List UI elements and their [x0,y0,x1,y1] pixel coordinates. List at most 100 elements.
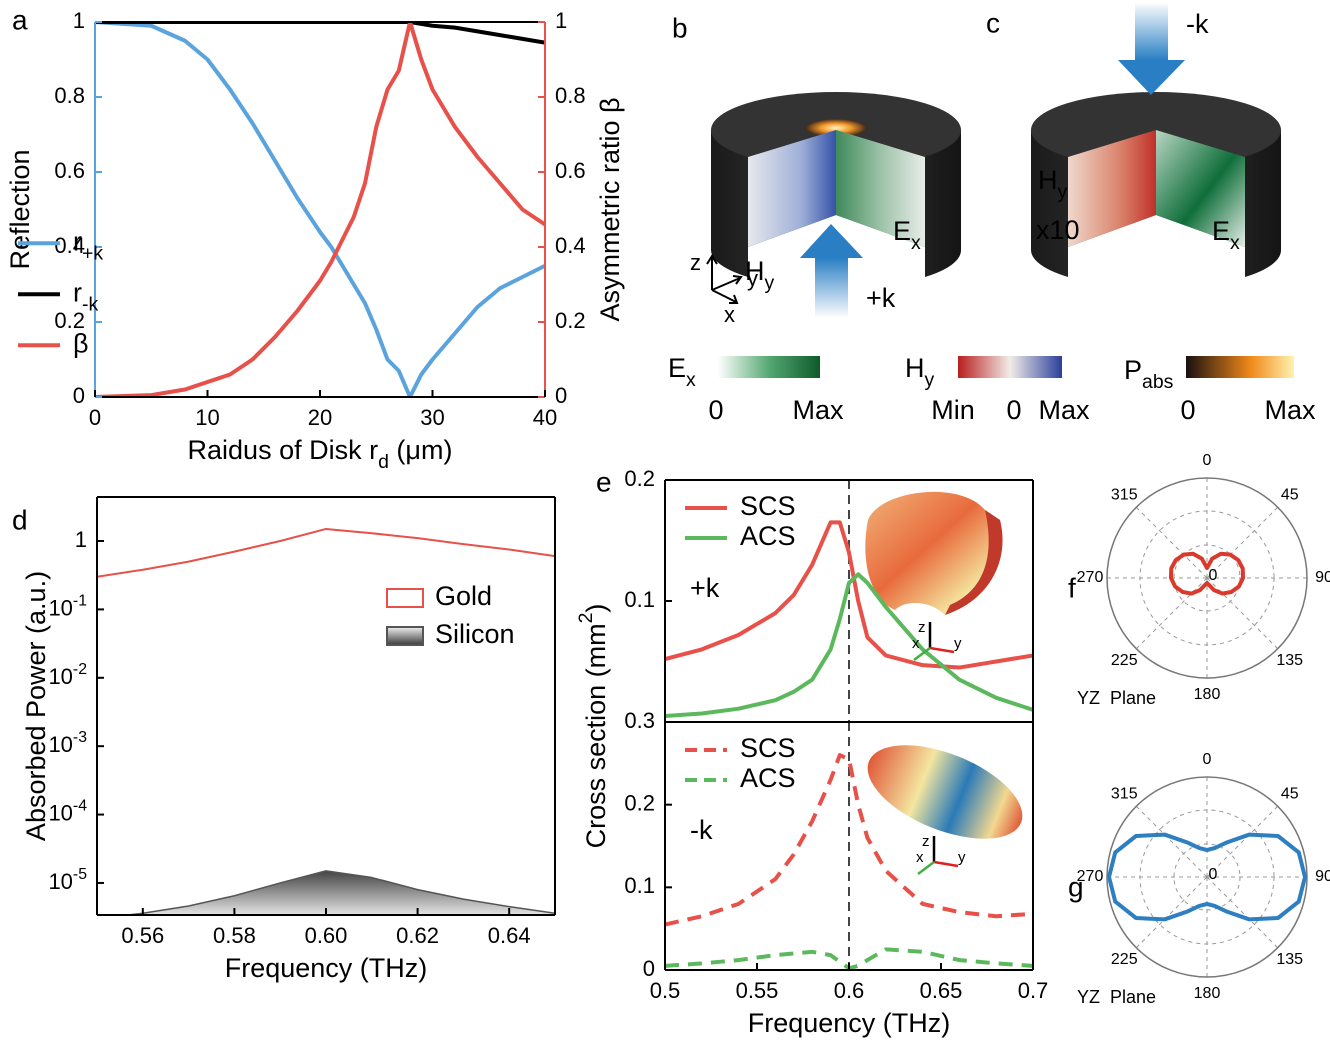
subscript: y [925,369,935,391]
triad-label: y [958,849,966,866]
y-tick-label: 0.2 [54,308,85,333]
x-axis-label: Frequency (THz) [748,1008,951,1038]
annotation: +k [690,573,720,603]
series-line [95,22,545,397]
x-tick-label: 0 [89,405,101,430]
subscript: abs [1142,371,1174,393]
x-tick-label: 0.5 [650,978,681,1003]
k-label: -k [1186,9,1209,39]
polar-spoke [1135,805,1208,878]
illustration-c: c Hy x10 Ex -k [986,2,1282,277]
y2-tick-label: 0 [555,383,567,408]
k-arrow [1135,2,1168,60]
colorbar-tick: 0 [1006,395,1021,425]
text-part: 10 [48,800,72,825]
text-part: E [1212,216,1230,246]
polar-curve [1169,551,1245,596]
x-axis-label: Raidus of Disk rd (μm) [188,435,453,473]
text-part: (μm) [389,435,453,465]
x-tick-label: 20 [308,405,332,430]
y-axis-label: Absorbed Power (a.u.) [21,571,51,841]
hot-spot [806,119,866,137]
colorbar-tick: 0 [1180,395,1195,425]
text-part: Raidus of Disk r [188,435,379,465]
k-arrow-head [1118,60,1185,95]
inset-shape-side [945,510,1003,615]
panel-letter: c [986,7,1000,38]
k-arrow [815,258,848,318]
colorbar [958,356,1062,378]
superscript: 2 [575,613,597,624]
polar-spoke [1206,805,1279,878]
polar-spoke [1135,506,1208,579]
subscript: y [765,272,775,294]
legend-label: β [73,328,89,358]
field-label: Ex [893,216,921,254]
colorbars: Ex 0 Max Hy Min 0 Max Pabs 0 Max [668,353,1316,425]
theta-tick-label: 90 [1315,569,1330,586]
y-tick-label: 10-5 [48,866,87,894]
text-part: 0.60 [305,923,348,948]
x-tick-label: 10 [195,405,219,430]
theta-tick-label: 225 [1111,951,1138,968]
text-part: P [1124,355,1142,385]
legend-label: SCS [740,491,796,521]
axes-triad [706,254,743,304]
x-tick-label: 0.65 [920,978,963,1003]
superscript: -1 [73,592,87,609]
axis-name: z [690,250,701,275]
x-tick-label: 0.62 [396,923,439,948]
polar-spoke [1135,876,1208,949]
y-tick-label: 0.1 [624,587,655,612]
triad-axis [929,646,955,654]
subscript: x [911,232,921,254]
y-tick-label: 0.2 [624,466,655,491]
x-tick-label: 0.6 [834,978,865,1003]
legend-label: ACS [740,521,796,551]
y-tick-label: 0.1 [624,873,655,898]
series-line [665,753,1033,927]
y-tick-label: 0.6 [54,158,85,183]
triad-label: z [918,619,926,636]
colorbar-tick: Max [1038,395,1090,425]
text-part: 10 [48,869,72,894]
series-line [97,527,555,578]
y-tick-label: 10-1 [48,592,87,620]
r-tick-label: 0 [1209,567,1218,584]
x-tick-label: 0.58 [213,923,256,948]
y2-axis-label: Asymmetric ratio β [595,97,625,321]
panel-letter: f [1068,572,1076,603]
polar-frame [1106,477,1308,679]
r-tick-label: 0 [1209,866,1218,883]
theta-tick-label: 135 [1276,652,1303,669]
text-part: Cross section (mm [581,623,611,848]
inset-shape [867,745,1023,839]
y-tick-label: 10-3 [48,729,87,757]
theta-tick-label: 270 [1077,868,1104,885]
y-tick-label: 0.8 [54,83,85,108]
panel-letter: a [12,4,28,35]
theta-tick-label: 0 [1203,452,1212,469]
triad-label: y [954,635,962,652]
legend-label: ACS [740,763,796,793]
series-line [122,870,555,915]
superscript: -4 [73,797,87,814]
plane-label: YZ Plane [1077,688,1156,708]
theta-tick-label: 45 [1281,486,1299,503]
x-tick-label: 0.7 [1018,978,1049,1003]
x-tick-label: 0.64 [488,923,531,948]
polar-curve [1107,832,1307,922]
y-tick-label: 0.4 [54,233,85,258]
y-axis-label: Reflection [5,149,35,269]
panel-letter: e [596,466,612,497]
colorbar-tick: 0 [708,395,723,425]
polar-spoke [1206,577,1279,650]
scale-label: x10 [1036,215,1080,245]
triad-label: x [916,849,924,866]
theta-tick-label: 45 [1281,785,1299,802]
theta-tick-label: 225 [1111,652,1138,669]
field-face-e [1156,130,1245,247]
y-tick-label: 10-4 [48,797,87,825]
